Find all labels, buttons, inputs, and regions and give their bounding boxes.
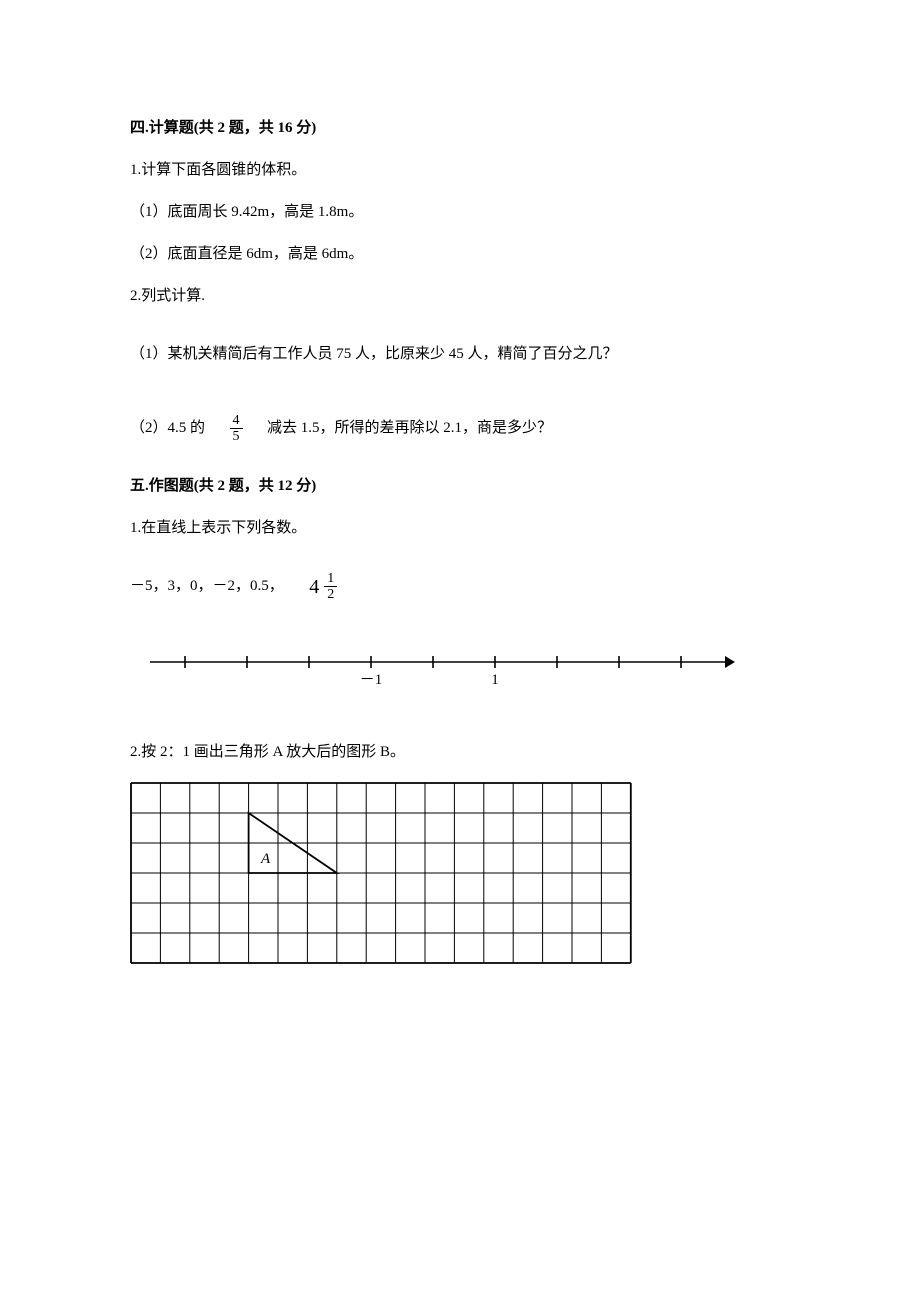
fraction-denominator: 5 [230,429,243,444]
mixed-whole: 4 [309,577,321,597]
q4-2-part2: （2）4.5 的 4 5 减去 1.5，所得的差再除以 2.1，商是多少？ [130,410,790,446]
q5-1-stem: 1.在直线上表示下列各数。 [130,510,790,546]
q5-2-stem: 2.按 2：1 画出三角形 A 放大后的图形 B。 [130,734,790,770]
q4-2-part2-a: （2）4.5 的 [130,420,205,436]
svg-text:－1: －1 [360,672,383,688]
q4-2-part2-b: 减去 1.5，所得的差再除以 2.1，商是多少？ [267,420,552,436]
mixed-number: 4 1 2 [309,571,340,603]
q4-1-part1: （1）底面周长 9.42m，高是 1.8m。 [130,194,790,230]
q4-1-stem: 1.计算下面各圆锥的体积。 [130,152,790,188]
mixed-num: 1 [324,571,337,587]
grid: A [130,782,790,964]
fraction-4-5: 4 5 [230,413,243,445]
q4-2-part1: （1）某机关精简后有工作人员 75 人，比原来少 45 人，精简了百分之几？ [130,336,790,372]
grid-svg: A [130,782,632,964]
mixed-den: 2 [324,587,337,602]
page: 四.计算题(共 2 题，共 16 分) 1.计算下面各圆锥的体积。 （1）底面周… [0,0,920,1302]
section-4-title: 四.计算题(共 2 题，共 16 分) [130,110,790,146]
mixed-fraction: 1 2 [324,571,337,603]
number-line: －1 1 [130,638,790,694]
svg-text:A: A [260,851,271,867]
q5-1-numbers: －5，3，0，－2，0.5， 4 1 2 [130,568,790,604]
q5-1-list: －5，3，0，－2，0.5， [130,578,284,594]
section-5-title: 五.作图题(共 2 题，共 12 分) [130,468,790,504]
fraction-numerator: 4 [230,413,243,429]
number-line-svg: －1 1 [130,638,740,694]
q4-2-stem: 2.列式计算. [130,278,790,314]
svg-text:1: 1 [491,672,499,688]
q4-1-part2: （2）底面直径是 6dm，高是 6dm。 [130,236,790,272]
